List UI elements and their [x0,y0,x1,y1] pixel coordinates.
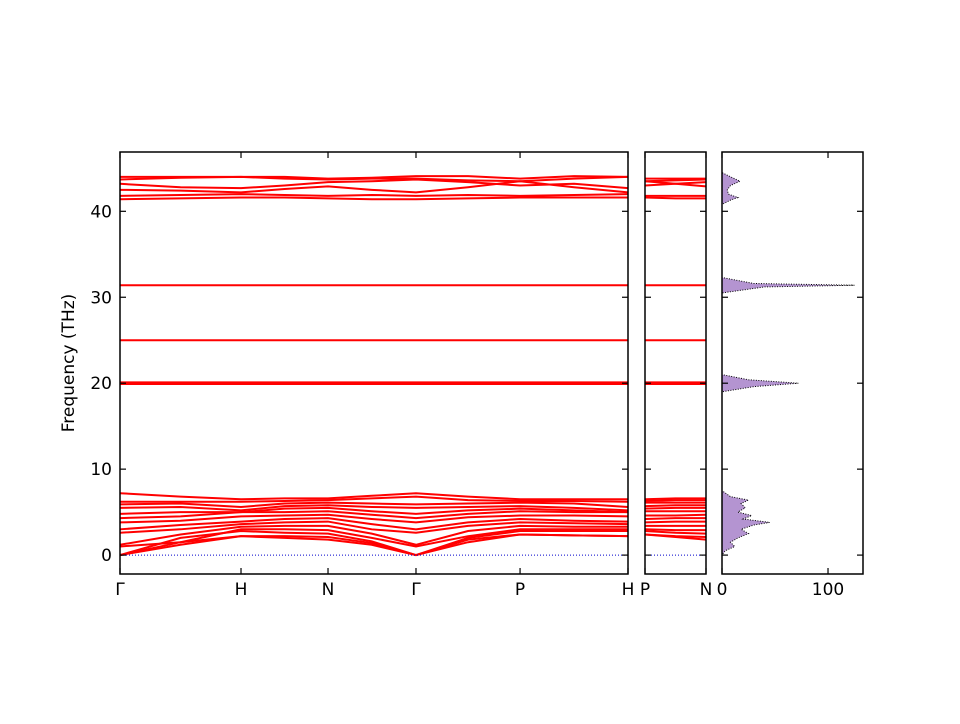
x-tick-label: N [322,580,335,600]
x-tick-label: P [515,580,525,600]
band-line [120,175,629,180]
band-line [119,193,629,197]
axes-frame [644,151,707,575]
dos-area [722,172,855,564]
x-tick-label: 0 [717,580,728,600]
band-line [119,504,629,512]
band-line [644,196,706,200]
x-tick-label: N [700,580,713,600]
band-line [644,497,706,501]
y-tick-label: 40 [90,202,112,222]
band-line [645,513,707,517]
band-line [120,495,629,503]
band-line [119,517,629,531]
x-tick-label: Γ [411,580,421,600]
band-line [644,181,707,187]
axes-frame [721,151,864,575]
band-line [119,528,628,548]
y-tick-label: 20 [90,374,112,394]
band-line [644,517,706,520]
band-line [644,506,706,510]
band-line [644,528,706,532]
band-line [644,504,706,508]
x-tick-label: H [622,580,635,600]
band-line [644,533,707,539]
x-tick-label: H [235,580,248,600]
band-line [119,178,629,190]
x-tick-label: 100 [812,580,844,600]
band-line [119,533,629,557]
y-tick-label: 10 [90,460,112,480]
x-tick-label: Γ [115,580,125,600]
y-tick-label: 0 [101,546,112,566]
band-line [119,510,628,520]
band-line [119,180,629,194]
band-line [644,520,706,524]
band-line [119,524,628,546]
y-tick-label: 30 [90,288,112,308]
y-axis-label: Frequency (THz) [59,294,79,433]
band-line [644,178,707,183]
axes-frame [119,151,629,575]
band-line [119,492,628,501]
x-tick-label: P [640,580,650,600]
band-line [119,501,629,508]
band-line [119,196,628,201]
dos-line [721,172,855,564]
band-line [119,520,629,534]
band-line [644,530,707,535]
band-line [119,506,629,515]
band-line [644,499,706,502]
band-line [119,513,629,524]
